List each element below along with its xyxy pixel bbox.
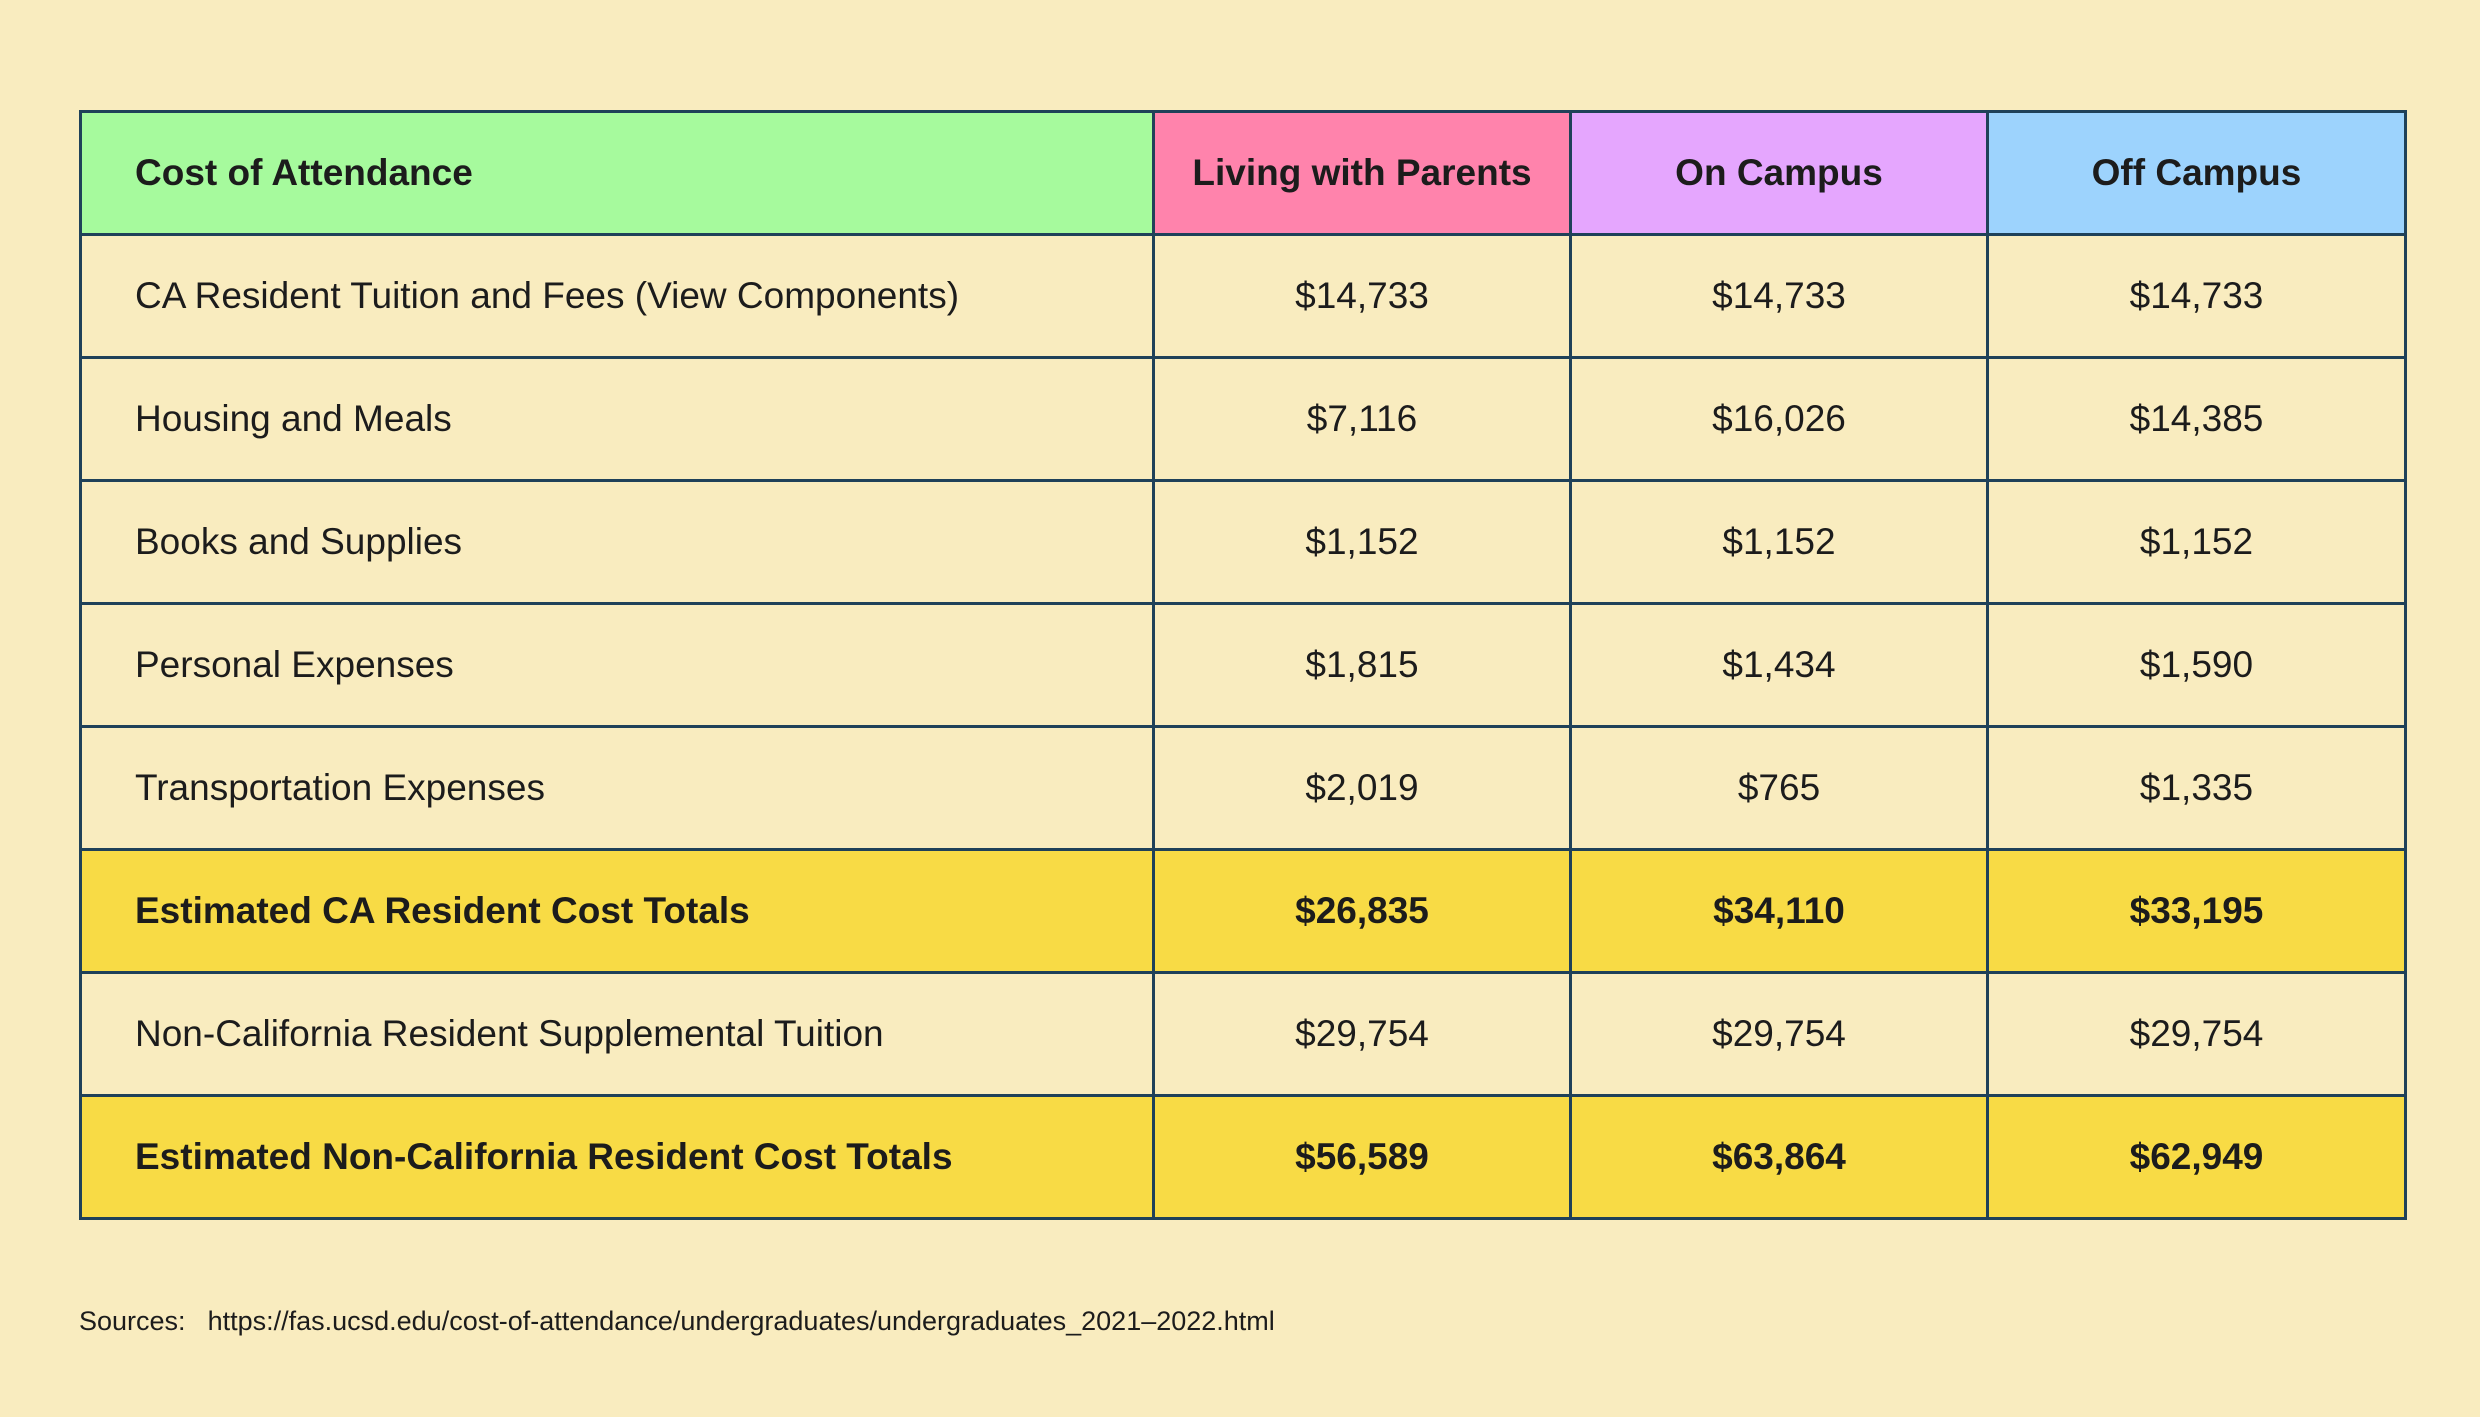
cell-on-campus: $1,434 [1569, 602, 1989, 728]
cell-off-campus: $14,733 [1986, 233, 2407, 359]
table-row-total: Estimated CA Resident Cost Totals $26,83… [79, 848, 2407, 974]
row-label: Estimated CA Resident Cost Totals [79, 848, 1155, 974]
cell-living-with-parents: $56,589 [1152, 1094, 1572, 1220]
cell-on-campus: $16,026 [1569, 356, 1989, 482]
sources-url: https://fas.ucsd.edu/cost-of-attendance/… [207, 1306, 1275, 1336]
table-row: Non-California Resident Supplemental Tui… [79, 971, 2407, 1097]
row-label: Books and Supplies [79, 479, 1155, 605]
cell-off-campus: $62,949 [1986, 1094, 2407, 1220]
cell-living-with-parents: $1,815 [1152, 602, 1572, 728]
cell-on-campus: $14,733 [1569, 233, 1989, 359]
header-on-campus: On Campus [1569, 110, 1989, 236]
cell-living-with-parents: $1,152 [1152, 479, 1572, 605]
table-row: Books and Supplies $1,152 $1,152 $1,152 [79, 479, 2407, 605]
row-label: Housing and Meals [79, 356, 1155, 482]
header-cost-of-attendance: Cost of Attendance [79, 110, 1155, 236]
sources-note: Sources: https://fas.ucsd.edu/cost-of-att… [79, 1306, 1275, 1337]
cell-on-campus: $1,152 [1569, 479, 1989, 605]
sources-label: Sources: [79, 1306, 186, 1336]
cell-living-with-parents: $2,019 [1152, 725, 1572, 851]
cell-off-campus: $1,590 [1986, 602, 2407, 728]
row-label[interactable]: CA Resident Tuition and Fees (View Compo… [79, 233, 1155, 359]
cell-living-with-parents: $26,835 [1152, 848, 1572, 974]
row-label: Non-California Resident Supplemental Tui… [79, 971, 1155, 1097]
cell-off-campus: $14,385 [1986, 356, 2407, 482]
cell-on-campus: $34,110 [1569, 848, 1989, 974]
cell-on-campus: $63,864 [1569, 1094, 1989, 1220]
row-label: Transportation Expenses [79, 725, 1155, 851]
row-label: Estimated Non-California Resident Cost T… [79, 1094, 1155, 1220]
cell-living-with-parents: $29,754 [1152, 971, 1572, 1097]
cell-off-campus: $1,152 [1986, 479, 2407, 605]
table-row: Personal Expenses $1,815 $1,434 $1,590 [79, 602, 2407, 728]
table-row: CA Resident Tuition and Fees (View Compo… [79, 233, 2407, 359]
table-row: Transportation Expenses $2,019 $765 $1,3… [79, 725, 2407, 851]
cell-on-campus: $29,754 [1569, 971, 1989, 1097]
table-row: Housing and Meals $7,116 $16,026 $14,385 [79, 356, 2407, 482]
header-living-with-parents: Living with Parents [1152, 110, 1572, 236]
cell-off-campus: $33,195 [1986, 848, 2407, 974]
cell-living-with-parents: $7,116 [1152, 356, 1572, 482]
header-off-campus: Off Campus [1986, 110, 2407, 236]
cell-living-with-parents: $14,733 [1152, 233, 1572, 359]
cell-on-campus: $765 [1569, 725, 1989, 851]
table-header-row: Cost of Attendance Living with Parents O… [79, 110, 2407, 236]
row-label: Personal Expenses [79, 602, 1155, 728]
cost-of-attendance-table: Cost of Attendance Living with Parents O… [79, 110, 2407, 1220]
table-row-total: Estimated Non-California Resident Cost T… [79, 1094, 2407, 1220]
cell-off-campus: $1,335 [1986, 725, 2407, 851]
cell-off-campus: $29,754 [1986, 971, 2407, 1097]
